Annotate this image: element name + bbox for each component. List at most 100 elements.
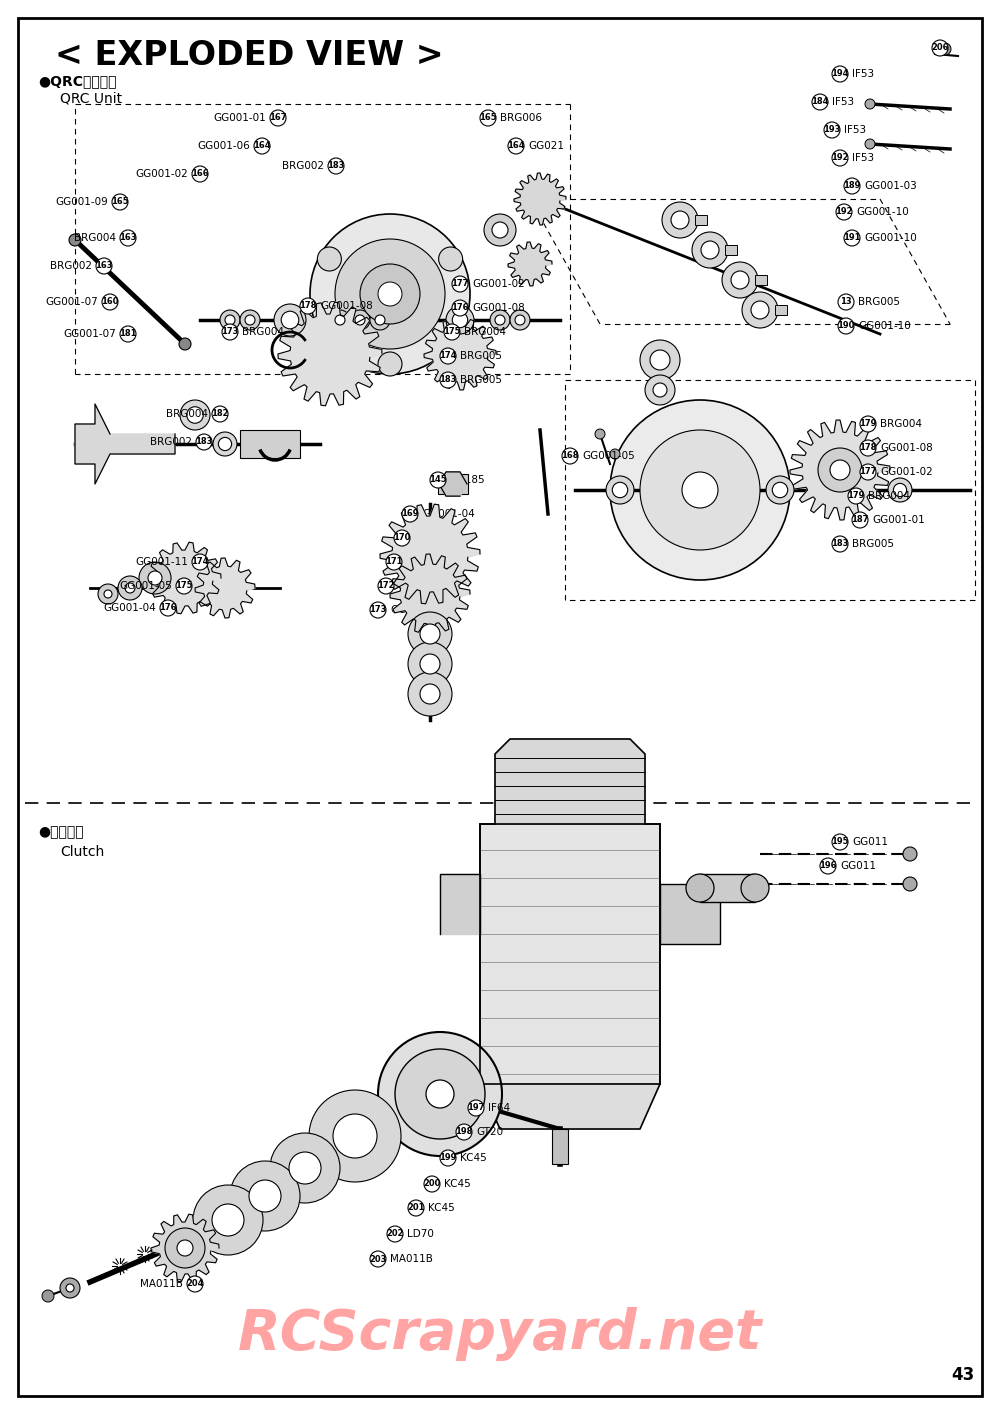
Circle shape [848,488,864,503]
Circle shape [370,310,390,329]
Text: BRG005: BRG005 [858,297,900,307]
Circle shape [230,1161,300,1232]
Polygon shape [424,318,496,390]
Text: 182: 182 [211,410,229,419]
Circle shape [310,214,470,373]
Circle shape [446,305,474,334]
Circle shape [606,477,634,503]
Text: GG001-02: GG001-02 [880,467,933,477]
Circle shape [510,310,530,329]
Circle shape [370,1251,386,1267]
Polygon shape [495,740,645,824]
Circle shape [832,834,848,850]
Circle shape [430,472,446,488]
Circle shape [330,310,350,329]
Text: KC45: KC45 [444,1179,471,1189]
Text: 177: 177 [859,468,877,477]
Text: GT20: GT20 [476,1127,503,1137]
Circle shape [270,1133,340,1203]
Circle shape [865,99,875,109]
Text: MA011B: MA011B [390,1254,433,1264]
Text: 174: 174 [439,352,457,361]
Circle shape [104,590,112,598]
Text: GG001-01: GG001-01 [872,515,925,525]
Text: GG011: GG011 [840,861,876,871]
Circle shape [692,232,728,269]
Text: GG001-10: GG001-10 [864,233,917,243]
Text: 179: 179 [859,420,877,428]
Circle shape [860,416,876,433]
Text: ●クラッチ: ●クラッチ [38,826,84,839]
Circle shape [333,1114,377,1158]
Circle shape [317,247,341,271]
Circle shape [360,264,420,324]
Circle shape [640,430,760,550]
Text: KC45: KC45 [428,1203,455,1213]
Text: IF53: IF53 [852,153,874,163]
Text: 173: 173 [221,328,239,337]
Circle shape [187,1275,203,1292]
Circle shape [452,276,468,293]
Text: 166: 166 [191,170,209,178]
Circle shape [212,406,228,421]
Circle shape [60,1278,80,1298]
Circle shape [402,506,418,522]
Text: GG001-02: GG001-02 [135,170,188,180]
Polygon shape [480,1085,660,1128]
Text: 197: 197 [467,1103,485,1113]
Text: 177: 177 [451,280,469,288]
Text: 190: 190 [837,321,855,331]
Circle shape [812,93,828,110]
Circle shape [490,310,510,329]
Text: IF53: IF53 [852,69,874,79]
Text: 202: 202 [386,1230,404,1239]
Circle shape [378,281,402,305]
Circle shape [903,847,917,861]
Circle shape [218,437,232,451]
Circle shape [96,257,112,274]
Circle shape [420,624,440,643]
Polygon shape [440,874,480,935]
Circle shape [508,139,524,154]
Bar [480,824,660,1085]
Circle shape [932,40,948,57]
Text: 164: 164 [507,141,525,150]
Circle shape [610,400,790,580]
Circle shape [69,233,81,246]
Circle shape [640,339,680,380]
Text: GG001-12: GG001-12 [398,581,451,591]
Circle shape [139,561,171,594]
Text: GG001-04: GG001-04 [103,602,156,614]
Text: IF53: IF53 [832,98,854,107]
Text: IF64: IF64 [488,1103,510,1113]
Text: Clutch: Clutch [60,846,104,860]
Circle shape [420,655,440,674]
Text: BRG004: BRG004 [880,419,922,428]
Text: GG001-06: GG001-06 [197,141,250,151]
Polygon shape [151,1215,219,1281]
Text: BRG005: BRG005 [460,351,502,361]
Circle shape [832,66,848,82]
Circle shape [610,450,620,460]
Text: GG001-08: GG001-08 [320,301,373,311]
Circle shape [838,294,854,310]
Text: 193: 193 [823,126,841,134]
Circle shape [480,110,496,126]
Circle shape [225,315,235,325]
Circle shape [394,530,410,546]
Bar [480,824,660,1085]
Bar [775,305,787,315]
Circle shape [645,375,675,404]
Bar [700,874,755,902]
Circle shape [893,484,907,496]
Circle shape [440,372,456,387]
Text: 96695: 96695 [414,533,447,543]
Text: 174: 174 [191,557,209,567]
Circle shape [741,874,769,902]
Text: 13: 13 [840,297,852,307]
Circle shape [439,247,463,271]
Text: 196: 196 [819,861,837,871]
Text: 183: 183 [439,376,457,385]
Text: 181: 181 [119,329,137,338]
Circle shape [328,158,344,174]
